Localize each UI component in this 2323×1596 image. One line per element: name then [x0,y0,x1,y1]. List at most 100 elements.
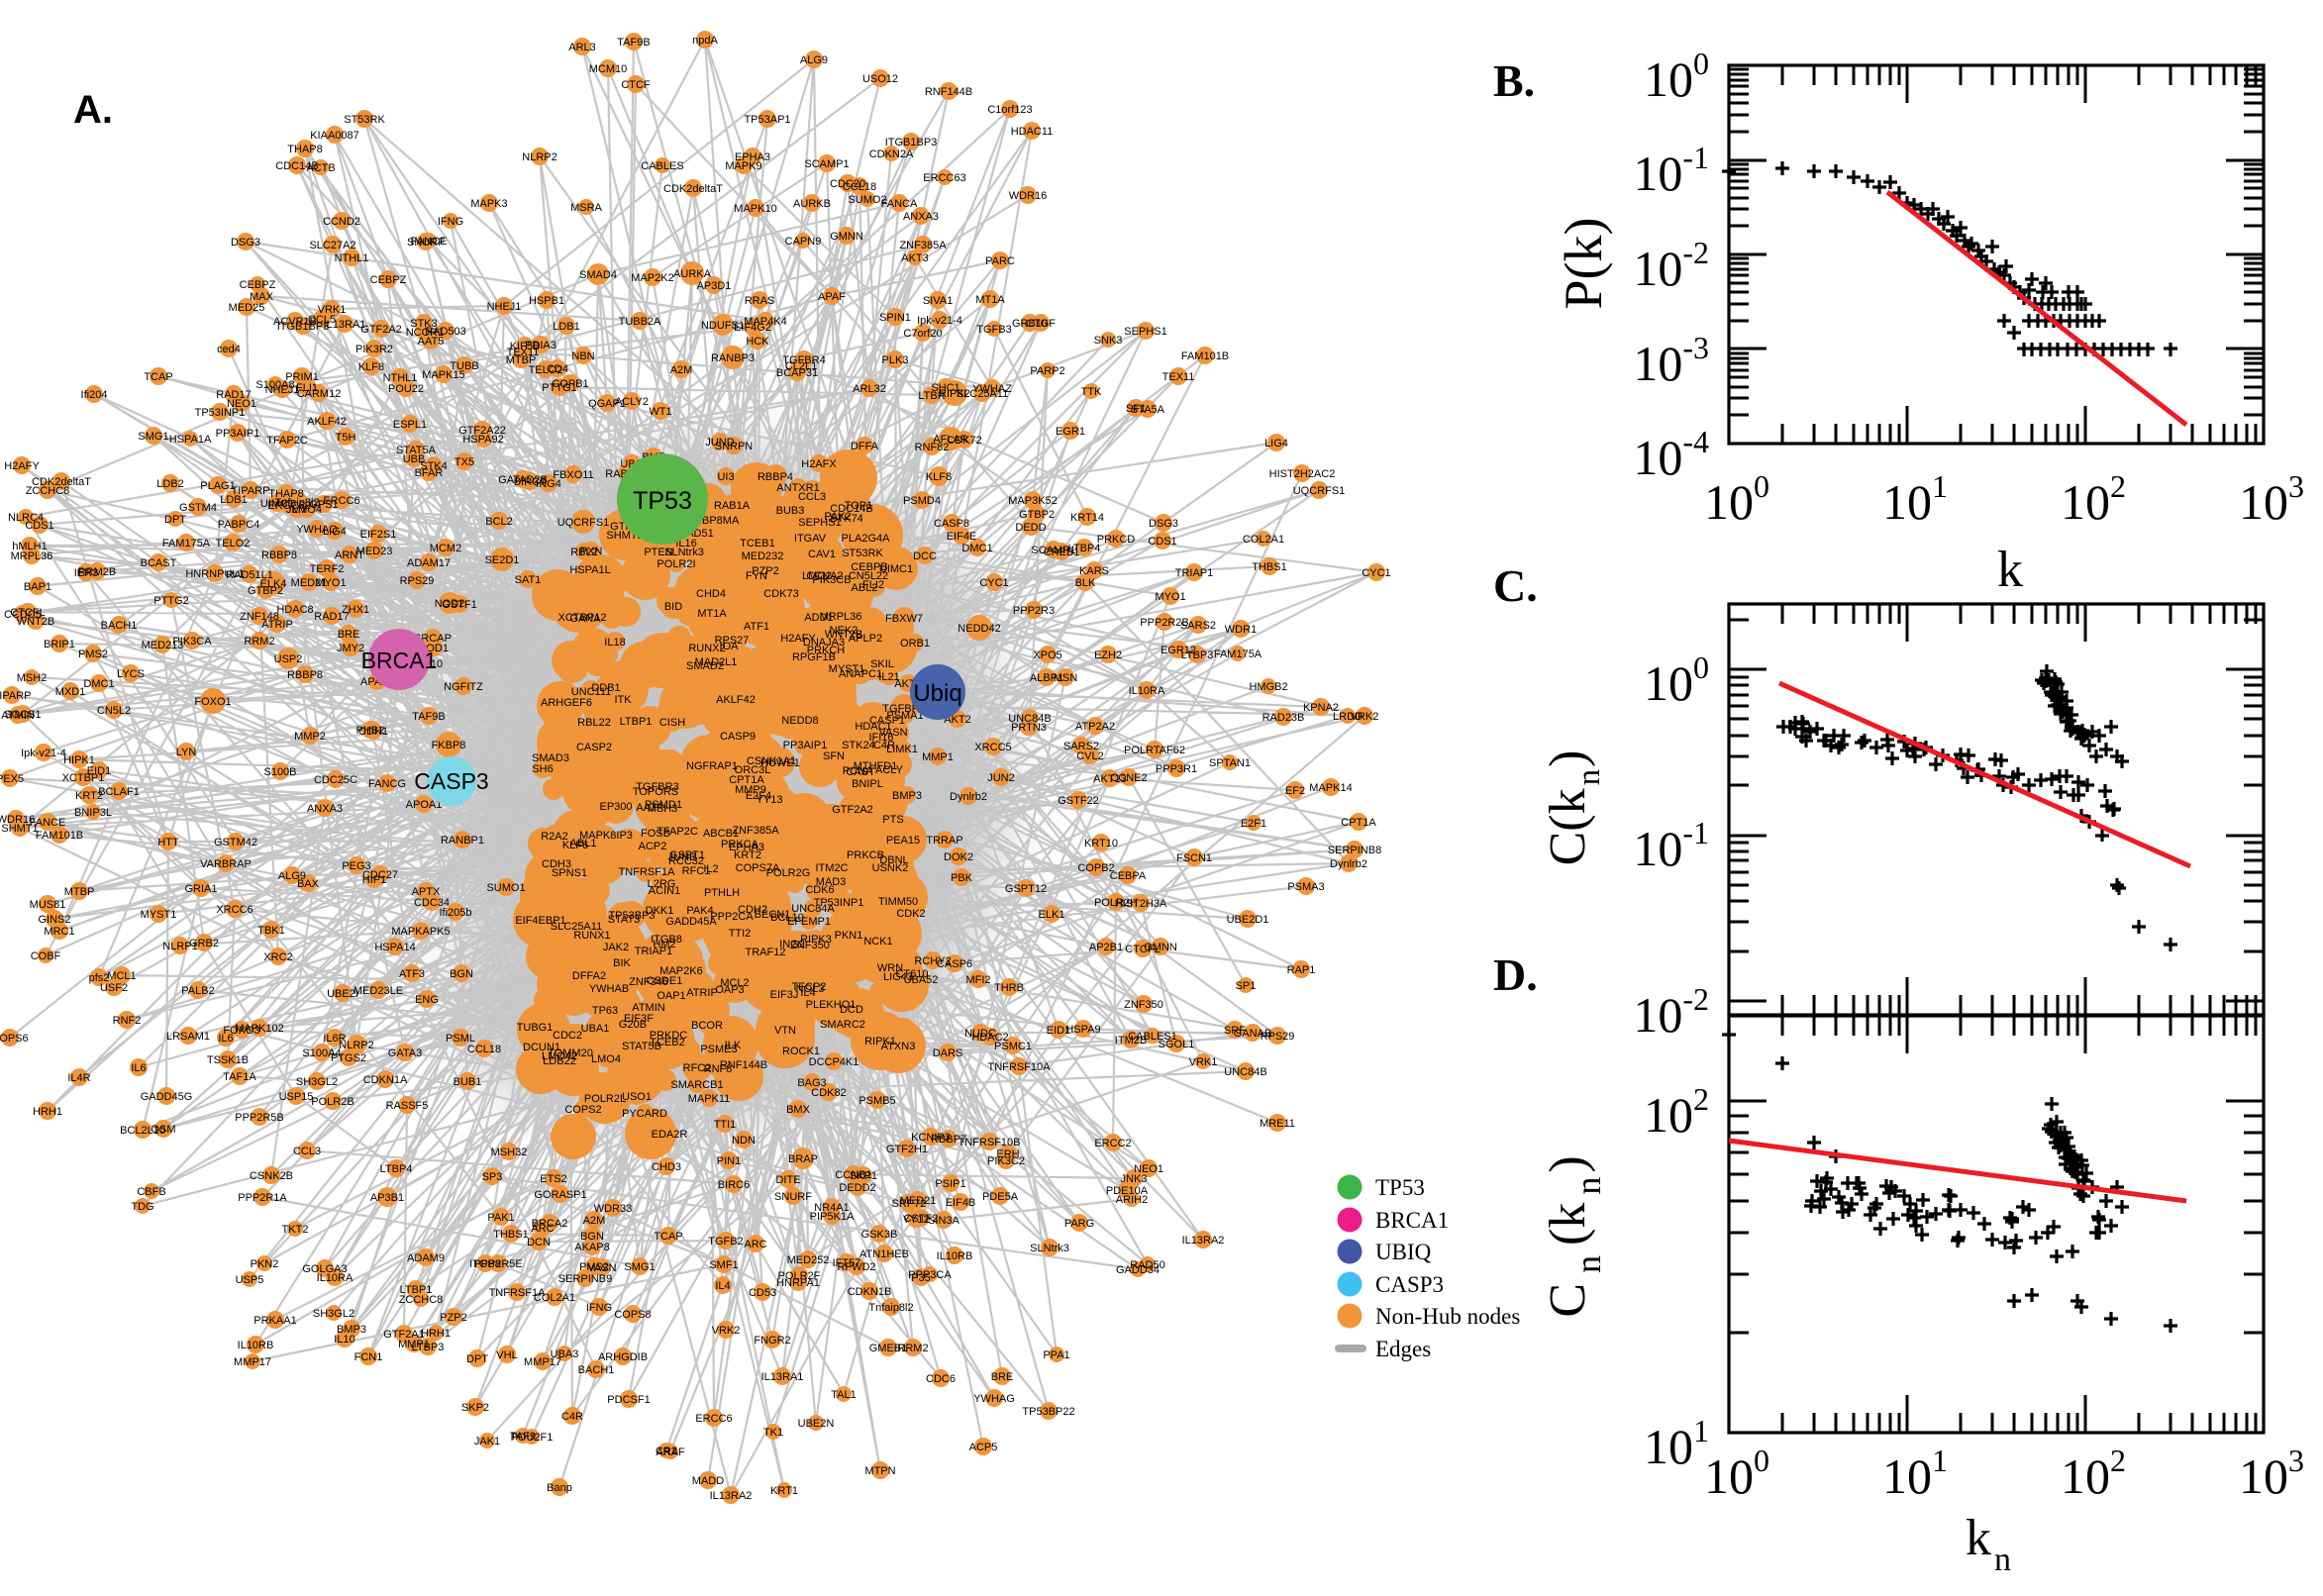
svg-text:ATN1HEB: ATN1HEB [859,1248,909,1260]
svg-text:BACH1: BACH1 [101,620,138,632]
svg-text:RAD17: RAD17 [216,389,251,401]
svg-text:NLRC4: NLRC4 [8,512,44,524]
svg-text:MYST1: MYST1 [141,909,177,921]
svg-text:Ipk-v21-4: Ipk-v21-4 [917,315,962,327]
svg-text:SLNtrk3: SLNtrk3 [1030,1243,1069,1254]
svg-text:APAF: APAF [818,291,846,303]
svg-text:RAD50: RAD50 [1130,1259,1164,1271]
svg-text:NLRP2: NLRP2 [339,1040,373,1051]
svg-text:C.: C. [1493,560,1538,611]
svg-text:LMO4: LMO4 [292,504,322,516]
svg-text:NOL3: NOL3 [796,983,825,995]
svg-text:EPHA3: EPHA3 [735,151,770,163]
svg-text:CISH: CISH [659,717,685,729]
svg-text:SUMO1: SUMO1 [486,882,525,894]
svg-text:AKAP8: AKAP8 [574,1242,609,1253]
svg-text:LTBP4: LTBP4 [1068,543,1101,554]
svg-text:USNK2: USNK2 [872,862,909,874]
svg-text:BMP3: BMP3 [892,790,922,802]
svg-text:POLR2H: POLR2H [1094,897,1138,909]
svg-text:JNK3: JNK3 [1121,1173,1148,1185]
svg-text:CCDC5: CCDC5 [4,609,42,621]
svg-text:KRT2: KRT2 [734,849,761,861]
svg-text:JUNB: JUNB [668,851,697,863]
svg-text:TCEB2: TCEB2 [650,1037,684,1048]
svg-text:XCTBP1: XCTBP1 [62,772,105,784]
svg-text:MAPK8IP3: MAPK8IP3 [579,830,633,842]
svg-text:STK24: STK24 [842,740,875,751]
svg-text:L2RG: L2RG [648,878,676,890]
svg-text:PRTN3: PRTN3 [1011,722,1047,734]
svg-text:BCOR: BCOR [691,1020,723,1032]
svg-text:THBS1: THBS1 [493,1229,528,1241]
svg-text:FBXW7: FBXW7 [885,613,923,625]
svg-text:JAK1: JAK1 [474,1436,500,1447]
svg-text:TRIAP1: TRIAP1 [1175,567,1214,579]
svg-text:OAP1: OAP1 [656,990,685,1002]
svg-text:RNF8: RNF8 [704,1063,733,1075]
svg-text:DEDD2: DEDD2 [839,1182,875,1194]
svg-text:OAP3: OAP3 [715,984,744,996]
svg-text:SARS2: SARS2 [1063,741,1099,752]
svg-text:BRCA1: BRCA1 [361,648,438,673]
svg-text:PEA15: PEA15 [886,835,920,847]
svg-text:COL2A1: COL2A1 [1243,534,1284,546]
svg-text:TTI1: TTI1 [714,1119,737,1131]
svg-text:PRKAA1: PRKAA1 [253,1315,296,1327]
svg-text:IL2: IL2 [703,863,718,875]
svg-text:ATRIP: ATRIP [686,987,718,999]
svg-text:FOXO1: FOXO1 [194,696,231,708]
svg-text:EIF4B: EIF4B [946,1197,976,1209]
svg-text:C7orf20: C7orf20 [903,328,942,340]
svg-text:RPGF1B: RPGF1B [792,651,836,663]
svg-text:FSCN1: FSCN1 [1176,852,1212,864]
svg-text:VASN: VASN [878,727,907,739]
svg-text:MRE11: MRE11 [1260,1118,1295,1130]
svg-text:CBFB: CBFB [137,1186,165,1198]
svg-text:NOD2: NOD2 [435,598,465,610]
svg-text:DFFA: DFFA [851,441,879,452]
svg-text:SMAD2: SMAD2 [686,660,724,672]
svg-text:BNIPL: BNIPL [852,778,883,790]
svg-text:RAP1: RAP1 [1287,964,1316,976]
svg-text:AURKA: AURKA [673,268,712,280]
svg-text:MED21: MED21 [291,577,328,589]
svg-text:MED23LE: MED23LE [354,985,403,997]
svg-text:PHB2: PHB2 [356,725,385,737]
svg-text:PSMD4: PSMD4 [903,495,941,507]
svg-text:ADAM9: ADAM9 [407,1252,445,1264]
svg-text:DSG3: DSG3 [1149,518,1178,530]
svg-text:SOCS1: SOCS1 [4,709,41,721]
svg-text:PSML: PSML [446,1033,475,1045]
svg-text:STK3: STK3 [410,318,438,330]
svg-text:PYCARD: PYCARD [622,1108,667,1120]
svg-text:STA5A: STA5A [1131,404,1165,416]
svg-text:MSRA: MSRA [570,202,602,214]
svg-text:LTBP4: LTBP4 [380,1163,413,1175]
svg-text:ZNF385A: ZNF385A [732,825,779,837]
svg-text:UNC111: UNC111 [571,686,612,698]
svg-text:ST53RK: ST53RK [842,548,883,559]
svg-text:USP15: USP15 [279,1091,314,1103]
svg-text:AKLF42: AKLF42 [307,416,347,428]
svg-text:GATAD2B: GATAD2B [498,474,548,486]
svg-text:PEG3: PEG3 [342,860,370,872]
svg-text:PPP2R3: PPP2R3 [1013,605,1055,617]
svg-text:CSDE1: CSDE1 [647,975,683,987]
svg-text:CASP3: CASP3 [414,768,488,794]
svg-text:TIMM50: TIMM50 [878,896,918,908]
svg-text:COBF: COBF [31,950,61,962]
svg-text:AFLAR: AFLAR [933,434,968,446]
svg-text:TGFBR3: TGFBR3 [636,781,678,793]
svg-text:JMY2: JMY2 [337,643,364,654]
svg-text:KPNA2: KPNA2 [1303,702,1339,714]
svg-text:GTF2A22: GTF2A22 [458,425,506,437]
svg-text:LDB1: LDB1 [220,494,248,506]
svg-text:XRCC5: XRCC5 [974,742,1011,753]
svg-text:LTBP3: LTBP3 [1181,649,1214,661]
svg-text:CPT1A: CPT1A [1341,817,1376,829]
svg-text:MED213: MED213 [142,640,184,651]
svg-text:POLR2L: POLR2L [584,1093,626,1105]
svg-text:PIK3R2: PIK3R2 [355,344,393,355]
svg-text:SP3: SP3 [482,1171,503,1183]
